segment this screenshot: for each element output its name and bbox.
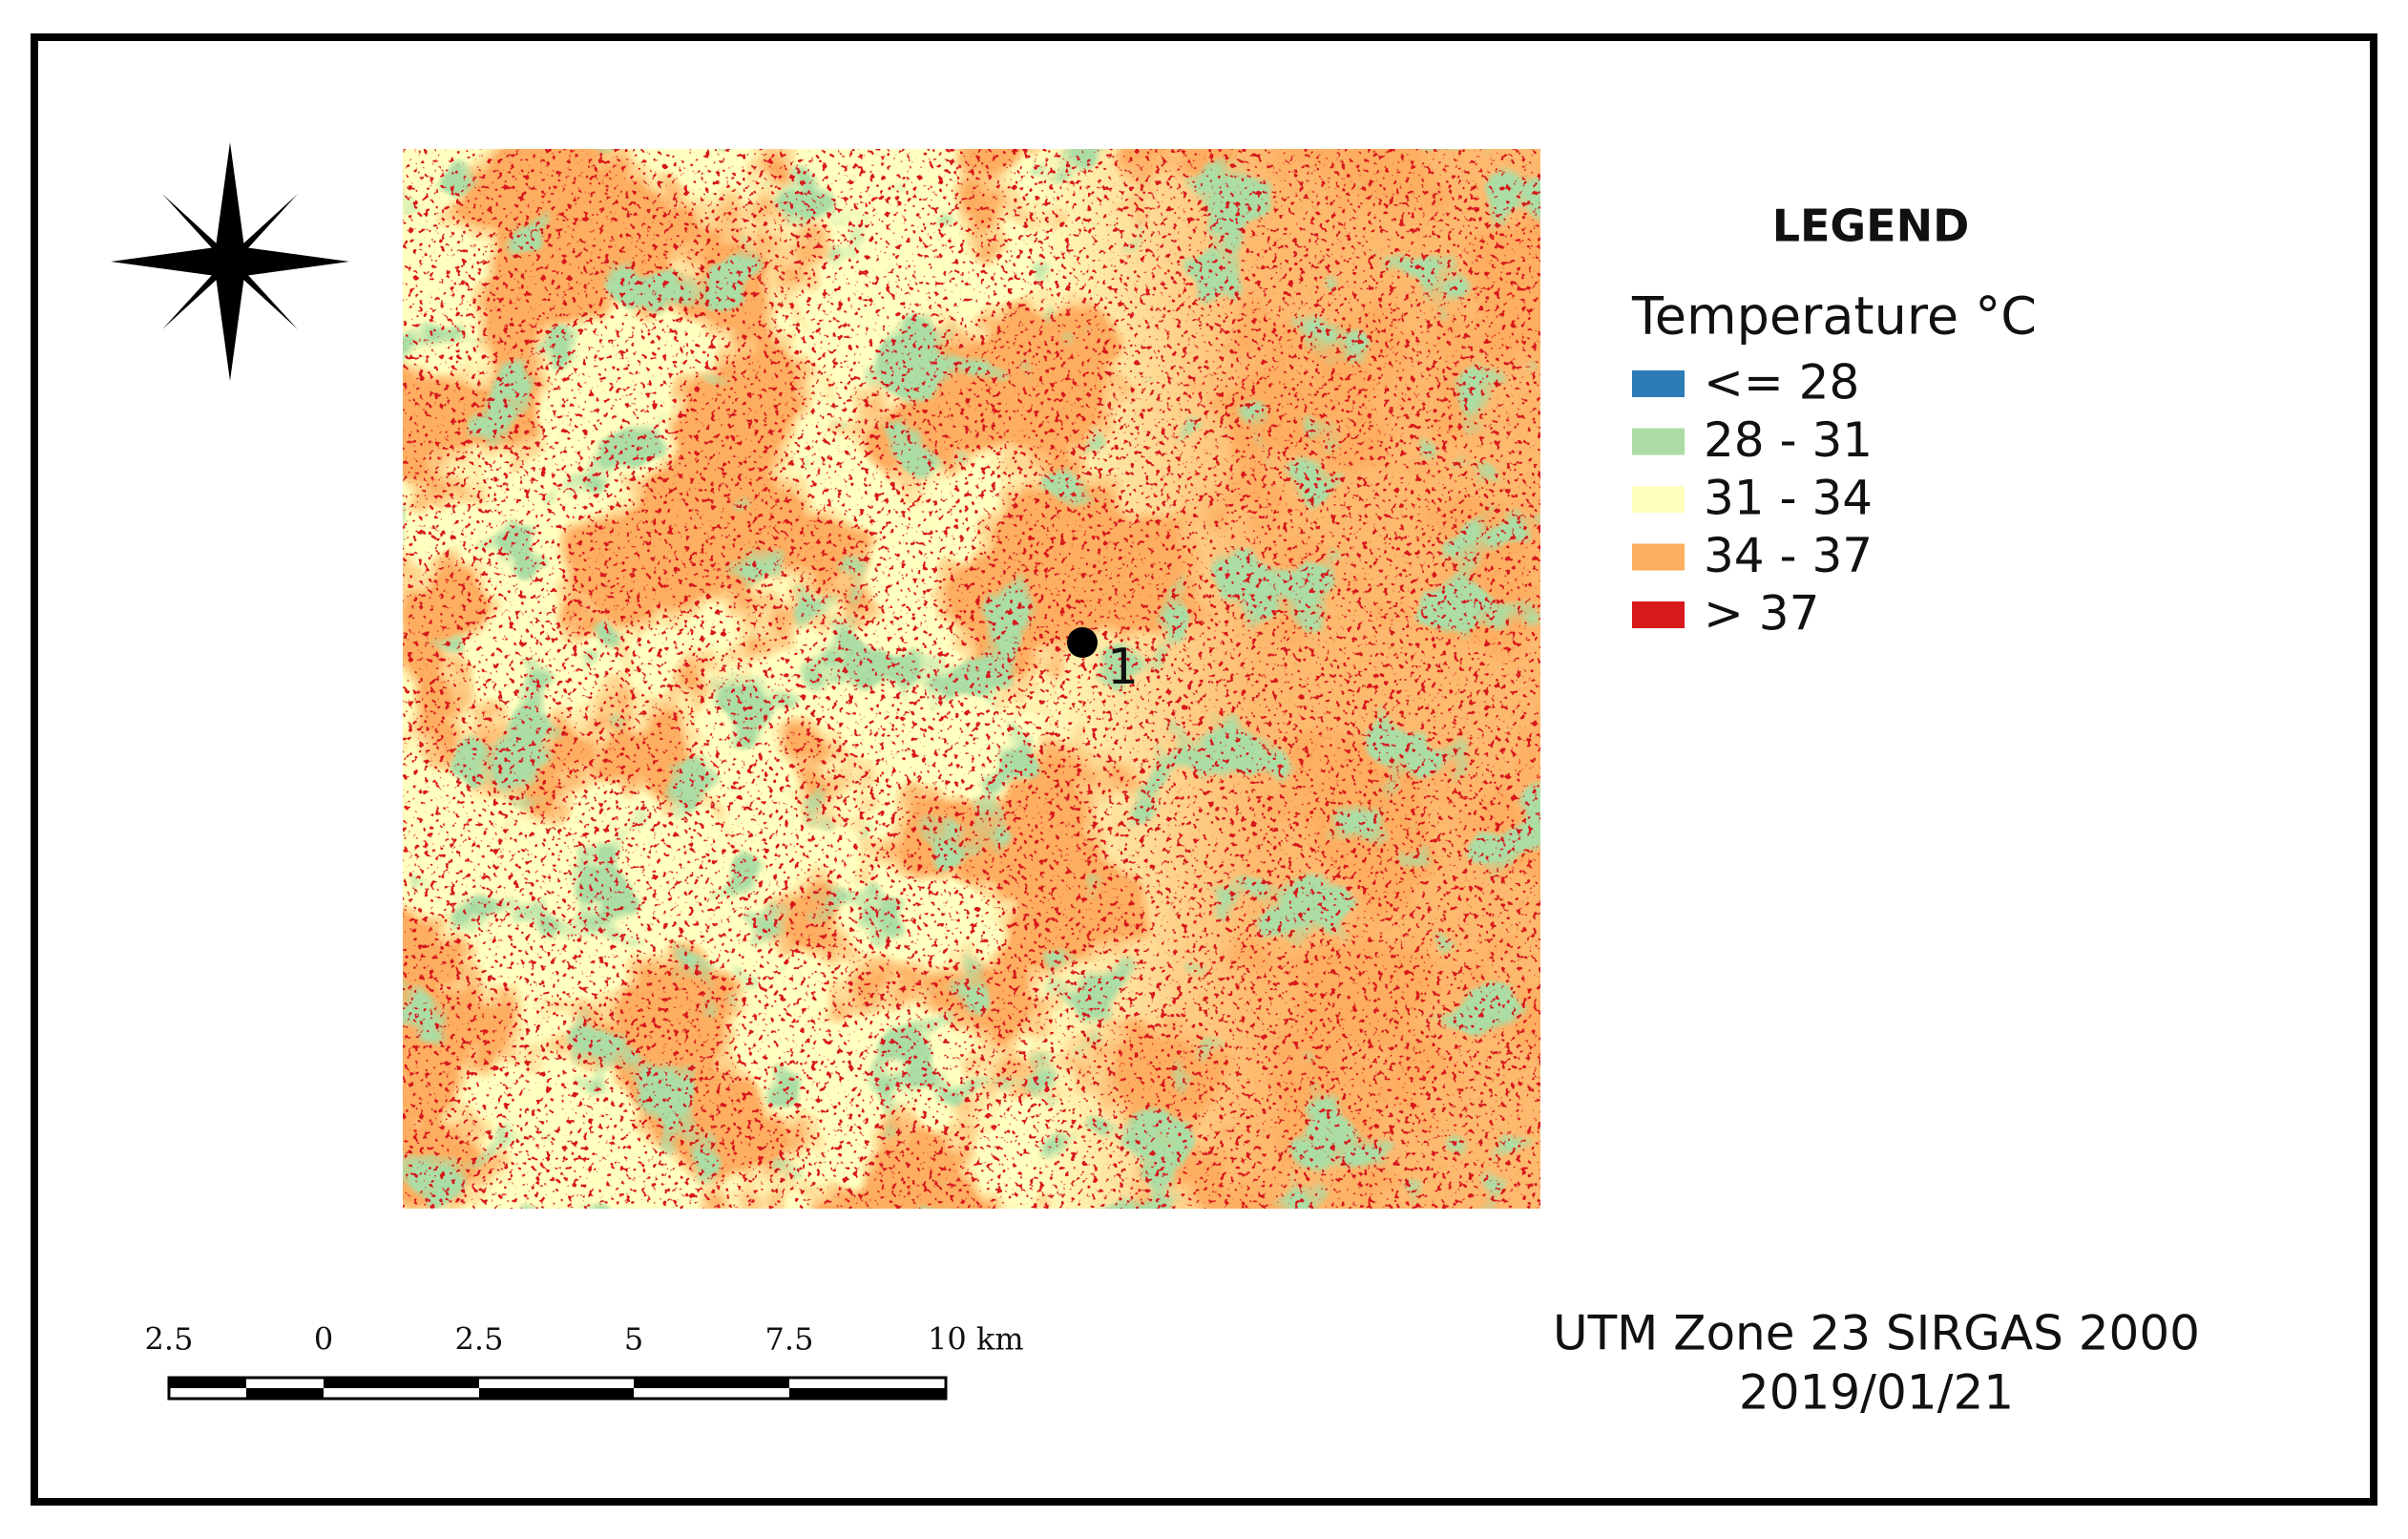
scale-label: 7.5: [765, 1321, 814, 1358]
raster-hot-speckle: [403, 149, 1540, 1209]
legend-swatch: [1632, 543, 1685, 571]
scale-label: 2.5: [455, 1321, 504, 1358]
scale-labels: 2.5 0 2.5 5 7.5 10 km: [145, 1321, 1024, 1358]
legend-title: LEGEND: [1772, 200, 1970, 252]
north-arrow: [111, 142, 349, 381]
legend-swatch: [1632, 428, 1685, 455]
scale-label: 0: [314, 1321, 333, 1358]
legend-label: <= 28: [1704, 355, 1859, 411]
point-label: 1: [1107, 639, 1139, 696]
legend-label: 31 - 34: [1704, 471, 1873, 526]
scale-label: 10 km: [928, 1321, 1024, 1358]
legend-swatch: [1632, 601, 1685, 628]
projection: UTM Zone 23 SIRGAS 2000: [1553, 1306, 2200, 1361]
scale-bar: [167, 1376, 948, 1401]
date: 2019/01/21: [1739, 1365, 2014, 1421]
legend-swatch: [1632, 486, 1685, 513]
legend-label: 34 - 37: [1704, 528, 1873, 583]
scale-label: 2.5: [145, 1321, 194, 1358]
legend-label: 28 - 31: [1704, 412, 1873, 468]
legend-subtitle: Temperature °C: [1631, 286, 2037, 347]
point-marker: [1067, 627, 1098, 658]
raster: [403, 149, 1540, 1209]
legend-label: > 37: [1704, 586, 1819, 642]
legend-swatch: [1632, 370, 1685, 397]
scale-label: 5: [624, 1321, 643, 1358]
